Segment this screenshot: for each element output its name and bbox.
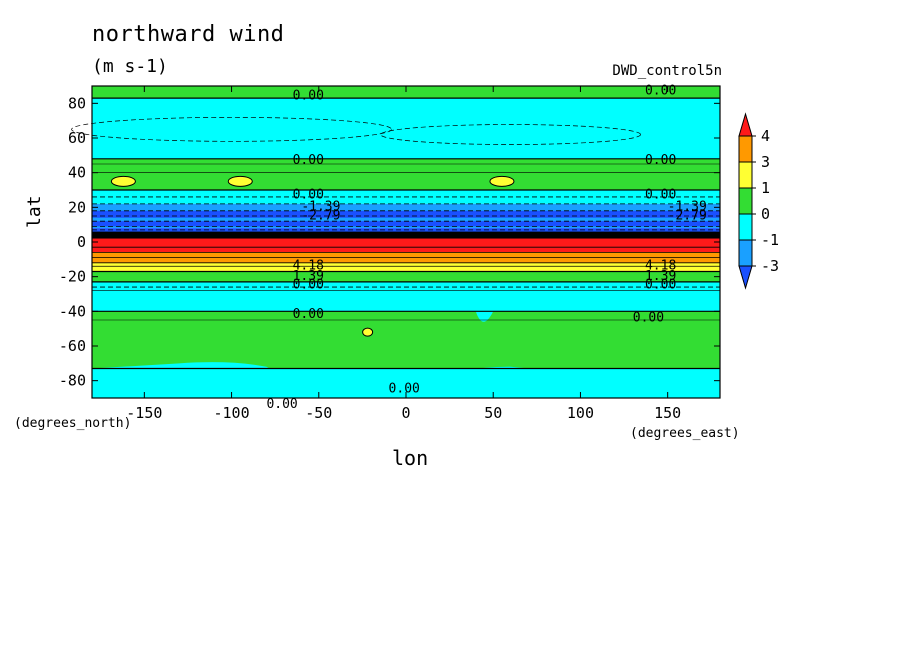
contour-label-3: -1.39	[301, 200, 340, 215]
contour-band-8	[92, 262, 720, 272]
yellow-blob-0	[110, 175, 136, 187]
x-tick-label-1: -100	[213, 404, 249, 422]
contour-label-15: 4.18	[645, 259, 676, 274]
colorbar-label-3: 0	[761, 205, 770, 223]
contour-label-9: 0.00	[266, 397, 297, 412]
dashed-loop-1	[380, 124, 642, 145]
dashed-loop-0	[71, 116, 392, 142]
colorbar-label-0: 4	[761, 127, 770, 145]
colorbar-label-4: -1	[761, 231, 779, 249]
y-tick-label-0: 80	[68, 94, 86, 112]
contour-label-4: -2.79	[301, 208, 340, 223]
x-tick-label-6: 150	[654, 404, 681, 422]
colorbar-bottom-arrow	[738, 265, 753, 290]
y-tick-label-1: 60	[68, 129, 86, 147]
dataset-name: DWD_control5n	[612, 63, 722, 79]
contour-label-18: 0.00	[633, 311, 664, 326]
contour-cluster-equator	[92, 231, 720, 239]
y-tick-label-6: -40	[59, 302, 86, 320]
yellow-blob-1	[227, 175, 253, 187]
cyan-patch-south-center	[388, 366, 581, 398]
colorbar-segment-2	[738, 161, 753, 189]
cyan-notch-south	[475, 311, 494, 322]
contour-label-14: -2.79	[668, 208, 707, 223]
contour-band-dark-0	[92, 210, 720, 218]
y-tick-label-4: 0	[77, 233, 86, 251]
contour-label-11: 0.00	[645, 153, 676, 168]
x-tick-label-0: -150	[126, 404, 162, 422]
contour-band-2	[92, 158, 720, 190]
x-axis-label: lon	[392, 446, 429, 470]
y-tick-label-3: 20	[68, 198, 86, 216]
contour-label-7: 0.00	[293, 278, 324, 293]
contour-label-5: 4.18	[293, 259, 324, 274]
colorbar-label-2: 1	[761, 179, 770, 197]
colorbar-label-1: 3	[761, 153, 770, 171]
contour-label-13: -1.39	[668, 200, 707, 215]
contour-band-6	[92, 236, 720, 253]
x-axis-units: (degrees_east)	[630, 426, 740, 441]
chart-title: northward wind	[92, 22, 285, 47]
contour-label-12: 0.00	[645, 187, 676, 202]
colorbar-label-5: -3	[761, 257, 779, 275]
y-tick-label-8: -80	[59, 372, 86, 390]
contour-label-2: 0.00	[293, 187, 324, 202]
contour-label-17: 0.00	[645, 278, 676, 293]
contour-label-1: 0.00	[293, 153, 324, 168]
contour-band-9	[92, 271, 720, 282]
colorbar-top-arrow	[738, 112, 753, 137]
colorbar-segment-5	[738, 239, 753, 267]
contour-band-10	[92, 281, 720, 312]
contour-label-0: 0.00	[293, 89, 324, 104]
colorbar-segment-3	[738, 187, 753, 215]
y-tick-label-2: 40	[68, 164, 86, 182]
yellow-blob-south	[362, 327, 374, 337]
contour-band-dark-1	[92, 221, 720, 227]
contour-label-19: 0.00	[389, 382, 420, 397]
x-tick-label-2: -50	[305, 404, 332, 422]
y-tick-label-5: -20	[59, 268, 86, 286]
y-tick-label-7: -60	[59, 337, 86, 355]
colorbar-segment-1	[738, 135, 753, 163]
y-axis-units: (degrees_north)	[14, 416, 132, 431]
chart-units: (m s-1)	[92, 56, 168, 77]
contour-label-16: 1.39	[645, 269, 676, 284]
x-tick-label-5: 100	[567, 404, 594, 422]
x-tick-label-4: 50	[484, 404, 502, 422]
contour-band-0	[92, 86, 720, 99]
yellow-blob-2	[489, 175, 515, 187]
x-tick-label-3: 0	[401, 404, 410, 422]
colorbar-segment-4	[738, 213, 753, 241]
cyan-patch-southwest	[92, 362, 302, 398]
contour-label-6: 1.39	[293, 269, 324, 284]
contour-band-11	[92, 311, 720, 369]
contour-label-8: 0.00	[293, 307, 324, 322]
contour-label-10: 0.00	[645, 83, 676, 98]
